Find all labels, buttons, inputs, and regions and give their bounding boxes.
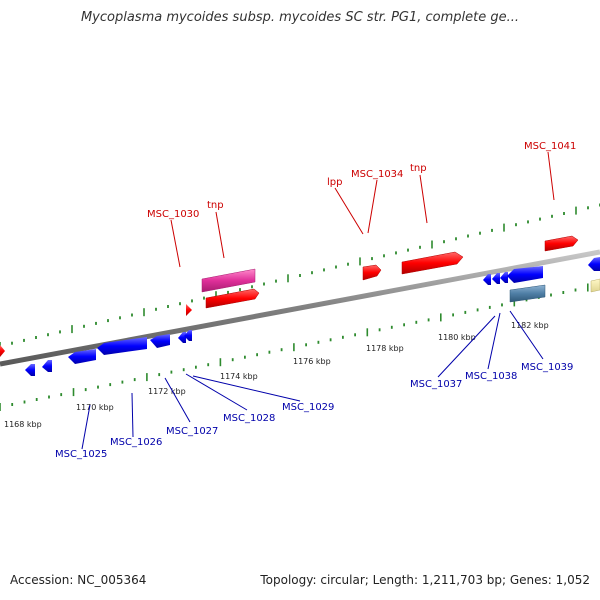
gene-rev-5 xyxy=(150,334,170,348)
ruler-label-1172: 1172 kbp xyxy=(148,387,186,396)
label-msc-1038: MSC_1038 xyxy=(465,371,517,382)
ruler-label-1168: 1168 kbp xyxy=(4,420,42,429)
gene-rev-7 xyxy=(184,330,192,341)
gene-rev-10 xyxy=(500,272,508,283)
forward-genes[interactable] xyxy=(0,235,579,357)
gene-msc-1030-tnp-pink xyxy=(201,268,256,293)
label-msc-1030: MSC_1030 xyxy=(147,209,199,220)
top-tick-track xyxy=(0,203,600,350)
label-msc-1027: MSC_1027 xyxy=(166,426,218,437)
ruler-label-1180: 1180 kbp xyxy=(438,333,476,342)
label-msc-1037: MSC_1037 xyxy=(410,379,462,390)
label-msc-1026: MSC_1026 xyxy=(110,437,162,448)
gene-small-forward xyxy=(186,304,192,316)
label-lpp: lpp xyxy=(327,177,342,188)
label-msc-1029: MSC_1029 xyxy=(282,402,334,413)
accession-text: Accession: NC_005364 xyxy=(10,573,147,587)
ruler-label-1182: 1182 kbp xyxy=(511,321,549,330)
genome-stats-text: Topology: circular; Length: 1,211,703 bp… xyxy=(260,573,590,587)
label-msc-1025: MSC_1025 xyxy=(55,449,107,460)
gene-left-edge xyxy=(0,345,5,357)
reverse-gene-labels: MSC_1025 MSC_1026 MSC_1027 MSC_1028 MSC_… xyxy=(55,310,573,460)
gene-rev-2 xyxy=(42,360,52,372)
label-tnp-2: tnp xyxy=(410,163,427,174)
genome-backbone xyxy=(0,249,600,367)
gene-rev-4 xyxy=(97,337,147,355)
reverse-genes[interactable] xyxy=(25,257,600,376)
gene-steel xyxy=(509,284,546,303)
ruler-label-1174: 1174 kbp xyxy=(220,372,258,381)
ruler-labels: 1168 kbp 1170 kbp 1172 kbp 1174 kbp 1176… xyxy=(4,321,549,429)
label-tnp-1: tnp xyxy=(207,200,224,211)
label-msc-1039: MSC_1039 xyxy=(521,362,573,373)
label-msc-1041: MSC_1041 xyxy=(524,141,576,152)
gene-rev-right xyxy=(588,257,600,271)
ruler-label-1176: 1176 kbp xyxy=(293,357,331,366)
gene-lpp xyxy=(362,264,382,281)
gene-msc-1030-tnp-red xyxy=(205,288,260,309)
ruler-label-1170: 1170 kbp xyxy=(76,403,114,412)
gene-msc-1041 xyxy=(544,235,579,252)
label-msc-1034: MSC_1034 xyxy=(351,169,403,180)
gene-rev-8 xyxy=(483,274,491,285)
forward-gene-labels: MSC_1030 tnp lpp MSC_1034 tnp MSC_1041 xyxy=(147,141,576,268)
map-title: Mycoplasma mycoides subsp. mycoides SC s… xyxy=(80,10,520,25)
label-msc-1028: MSC_1028 xyxy=(223,413,275,424)
ruler-label-1178: 1178 kbp xyxy=(366,344,404,353)
gene-rev-6 xyxy=(178,332,186,343)
gene-rev-1 xyxy=(25,364,35,376)
gene-tnp-2 xyxy=(401,251,464,275)
gene-rev-11 xyxy=(507,266,543,283)
gene-rev-3 xyxy=(68,349,96,364)
gene-yellow xyxy=(590,278,600,293)
gene-rev-9 xyxy=(492,273,500,284)
